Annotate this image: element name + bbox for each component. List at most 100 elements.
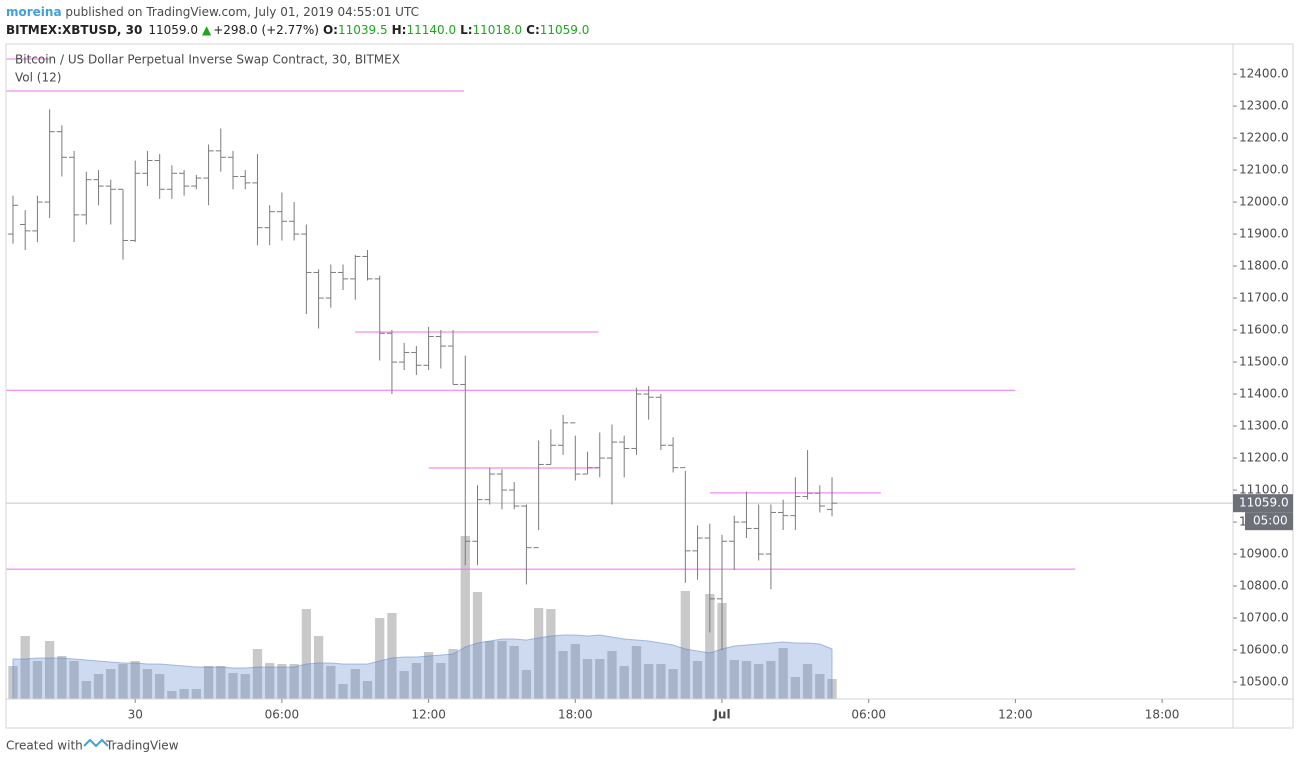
ohlc-bar	[20, 210, 31, 251]
ohlc-bar	[570, 422, 581, 481]
volume-bar	[93, 674, 104, 699]
ohlc-bar	[435, 330, 446, 369]
ohlc-bar	[44, 109, 55, 219]
volume-bar	[436, 663, 446, 699]
y-tick-label: 10900.0	[1239, 547, 1289, 561]
ohlc-bar	[777, 499, 789, 531]
c-value: 11059.0	[540, 23, 590, 37]
ohlc-bar	[692, 525, 703, 580]
ohlc-bar	[484, 467, 495, 505]
y-tick-label: 11600.0	[1239, 323, 1289, 337]
ohlc-bar	[68, 150, 80, 243]
ohlc-bar	[594, 432, 605, 478]
ohlc-bar	[826, 477, 838, 517]
volume-bar	[326, 666, 336, 699]
volume-bar	[313, 636, 324, 699]
ohlc-bar	[753, 504, 764, 561]
ohlc-bar	[655, 394, 667, 451]
ohlc-bar	[496, 469, 508, 510]
volume-bar	[69, 661, 79, 699]
ohlc-bar	[411, 346, 422, 375]
author[interactable]: moreina	[6, 5, 62, 19]
volume-bar	[644, 664, 654, 699]
up-arrow: ▲	[202, 23, 212, 37]
volume-bar	[521, 670, 532, 699]
y-tick-label: 11300.0	[1239, 419, 1289, 433]
volume-bar	[44, 641, 55, 699]
ohlc-bar	[790, 477, 801, 531]
footer-brand[interactable]: TradingView	[105, 739, 179, 753]
y-tick-label: 10800.0	[1239, 579, 1289, 593]
ohlc-bar	[227, 150, 239, 190]
volume-bar	[766, 661, 776, 699]
x-tick-label: 18:00	[1145, 708, 1180, 722]
y-tick-label: 11800.0	[1239, 259, 1289, 273]
y-tick-label: 11900.0	[1239, 227, 1289, 241]
symbol-line: BITMEX:XBTUSD, 30 11059.0 ▲ +298.0 (+2.77%)…	[6, 23, 589, 37]
ohlc-bar	[619, 435, 630, 478]
volume-bar	[191, 689, 201, 699]
ohlc-bar	[643, 386, 654, 420]
ohlc-bar	[557, 414, 569, 455]
volume-bar	[130, 661, 140, 699]
c-label: C:	[526, 23, 540, 37]
ohlc-bar	[729, 515, 740, 571]
ohlc-bar	[154, 154, 165, 199]
volume-bar	[411, 663, 422, 699]
ohlc-bar	[362, 250, 373, 281]
y-tick-label: 11500.0	[1239, 355, 1289, 369]
volume-bar	[741, 661, 752, 699]
volume-bar	[595, 659, 605, 699]
volume-bar	[790, 677, 800, 699]
volume-ma-area	[12, 634, 833, 700]
volume-bar	[570, 644, 580, 699]
y-tick-label: 12400.0	[1239, 67, 1289, 81]
volume-bar	[167, 691, 177, 699]
volume-bar	[607, 651, 617, 699]
volume-bar	[338, 684, 348, 699]
ohlc-bar	[386, 330, 398, 395]
ohlc-bar	[606, 424, 618, 505]
volume-bar	[399, 671, 409, 699]
ohlc-bar	[447, 330, 459, 385]
ohlc-bar	[215, 128, 226, 172]
footer-created: Created with	[6, 739, 83, 753]
ohlc-bar	[337, 264, 349, 291]
ohlc-bar	[350, 254, 361, 300]
ohlc-bar	[472, 485, 483, 566]
l-label: L:	[460, 23, 472, 37]
ohlc-bar	[313, 269, 324, 329]
ohlc-bar	[289, 202, 300, 241]
volume-bar	[252, 649, 263, 699]
volume-bar	[423, 652, 434, 699]
last-price-box	[1233, 494, 1293, 513]
ohlc-bar	[423, 326, 434, 371]
ohlc-bar	[252, 154, 263, 246]
ohlc-bar	[130, 160, 141, 243]
ohlc-bar	[667, 437, 679, 473]
ohlc-bar	[240, 170, 251, 190]
symbol: BITMEX:XBTUSD, 30	[6, 23, 142, 37]
volume-bar	[179, 689, 189, 699]
ohlc-bar	[325, 264, 336, 308]
plot-area	[6, 58, 1233, 700]
h-value: 11140.0	[406, 23, 456, 37]
ohlc-bar	[545, 429, 556, 465]
ohlc-bar	[509, 482, 520, 510]
ohlc-bar	[521, 504, 532, 585]
ohlc-bar	[93, 170, 104, 206]
volume-bar	[485, 641, 495, 699]
y-tick-label: 12200.0	[1239, 131, 1289, 145]
ohlc-bar	[105, 179, 116, 225]
ohlc-bar	[7, 195, 19, 244]
volume-bar	[497, 641, 507, 699]
x-tick-label: 12:00	[998, 708, 1033, 722]
ohlc-bar	[765, 504, 777, 590]
ohlc-bar	[582, 451, 593, 475]
x-tick-label: 06:00	[265, 708, 300, 722]
ohlc-bar	[533, 440, 544, 549]
volume-bar	[692, 661, 703, 699]
volume-bar	[558, 651, 568, 699]
volume-bar	[656, 664, 666, 699]
